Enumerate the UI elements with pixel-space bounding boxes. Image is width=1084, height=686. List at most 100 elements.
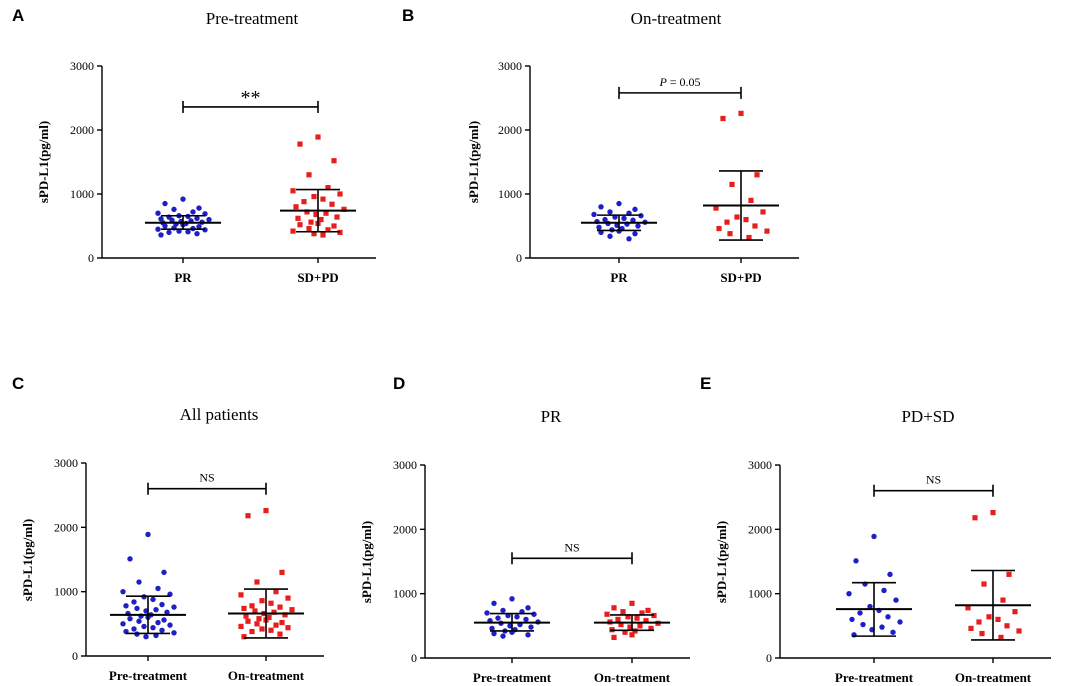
data-point (279, 569, 285, 575)
data-point (127, 615, 133, 622)
data-point (155, 585, 161, 592)
data-point (625, 614, 631, 620)
data-point (171, 206, 177, 213)
panel-a: A Pre-treatment 0 1000 2000 3000 sPD-L1(pg/ml)… (12, 6, 376, 285)
data-point (867, 603, 873, 610)
y-tick-label: 3000 (498, 59, 522, 73)
data-point (622, 629, 628, 635)
data-point (500, 633, 506, 639)
data-point (995, 616, 1001, 622)
data-point (297, 141, 303, 147)
y-tick-label: 0 (88, 251, 94, 265)
x-category-label: SD+PD (720, 270, 761, 285)
y-tick-label: 2000 (748, 522, 772, 536)
data-point (171, 630, 177, 636)
panel-title: PR (541, 407, 562, 426)
data-point (998, 634, 1004, 641)
data-point (713, 205, 719, 211)
data-point (729, 181, 735, 187)
series-blue (110, 531, 186, 640)
data-point (598, 204, 604, 210)
y-tick-label: 1000 (70, 187, 94, 201)
data-point (495, 615, 501, 621)
series-red (703, 110, 779, 241)
data-point (846, 590, 852, 597)
data-point (141, 623, 147, 630)
data-point (311, 231, 317, 237)
y-tick-label: 2000 (498, 123, 522, 137)
data-point (161, 617, 167, 623)
panel-title: All patients (180, 405, 259, 424)
data-point (155, 619, 161, 626)
x-category-label: PR (610, 270, 628, 285)
data-point (860, 621, 866, 628)
data-point (879, 624, 885, 630)
y-tick-label: 1000 (54, 585, 78, 599)
data-point (150, 596, 156, 603)
data-point (525, 632, 531, 638)
data-point (618, 621, 624, 628)
data-point (637, 623, 643, 629)
data-point (315, 134, 321, 140)
data-point (273, 622, 279, 628)
data-point (282, 612, 288, 618)
data-point (632, 206, 638, 213)
data-point (509, 596, 515, 602)
data-point (123, 603, 129, 609)
data-point (500, 607, 506, 614)
x-category-label: SD+PD (297, 270, 338, 285)
y-tick-label: 0 (766, 651, 772, 665)
data-point (285, 595, 291, 601)
panel-letter: A (12, 6, 24, 25)
data-point (285, 625, 291, 631)
data-point (196, 205, 202, 211)
data-point (720, 115, 726, 122)
data-point (120, 588, 126, 595)
data-point (881, 587, 887, 594)
data-point (604, 611, 610, 617)
data-point (1006, 571, 1012, 577)
data-point (602, 216, 608, 223)
data-point (245, 513, 251, 519)
data-point (635, 223, 641, 229)
y-tick-label: 0 (411, 651, 417, 665)
data-point (259, 626, 265, 632)
data-point (266, 614, 272, 620)
series-blue (836, 533, 912, 638)
data-point (241, 634, 247, 640)
data-point (243, 613, 249, 619)
panel-letter: D (393, 374, 405, 393)
data-point (323, 210, 329, 216)
data-point (136, 618, 142, 624)
data-point (206, 216, 212, 223)
data-point (525, 605, 531, 611)
data-point (489, 625, 495, 632)
data-point (752, 223, 758, 229)
x-category-label: Pre-treatment (473, 670, 552, 685)
data-point (632, 230, 638, 237)
data-point (131, 599, 137, 605)
data-point (1004, 623, 1010, 629)
data-point (271, 609, 277, 615)
y-tick-label: 3000 (70, 59, 94, 73)
data-point (320, 232, 326, 238)
data-point (648, 625, 654, 632)
data-point (981, 581, 987, 587)
data-point (290, 188, 296, 194)
data-point (727, 231, 733, 237)
data-point (1012, 609, 1018, 615)
data-point (134, 605, 140, 612)
data-point (158, 232, 164, 238)
data-point (325, 185, 331, 191)
significance-label: NS (199, 471, 214, 485)
data-point (337, 191, 343, 197)
y-axis-title: sPD-L1(pg/ml) (359, 521, 374, 603)
data-point (171, 604, 177, 610)
data-point (256, 616, 262, 622)
data-point (607, 233, 613, 239)
panel-letter: E (700, 374, 711, 393)
x-category-label: On-treatment (955, 670, 1032, 685)
series-red (280, 134, 356, 238)
y-tick-label: 3000 (748, 458, 772, 472)
